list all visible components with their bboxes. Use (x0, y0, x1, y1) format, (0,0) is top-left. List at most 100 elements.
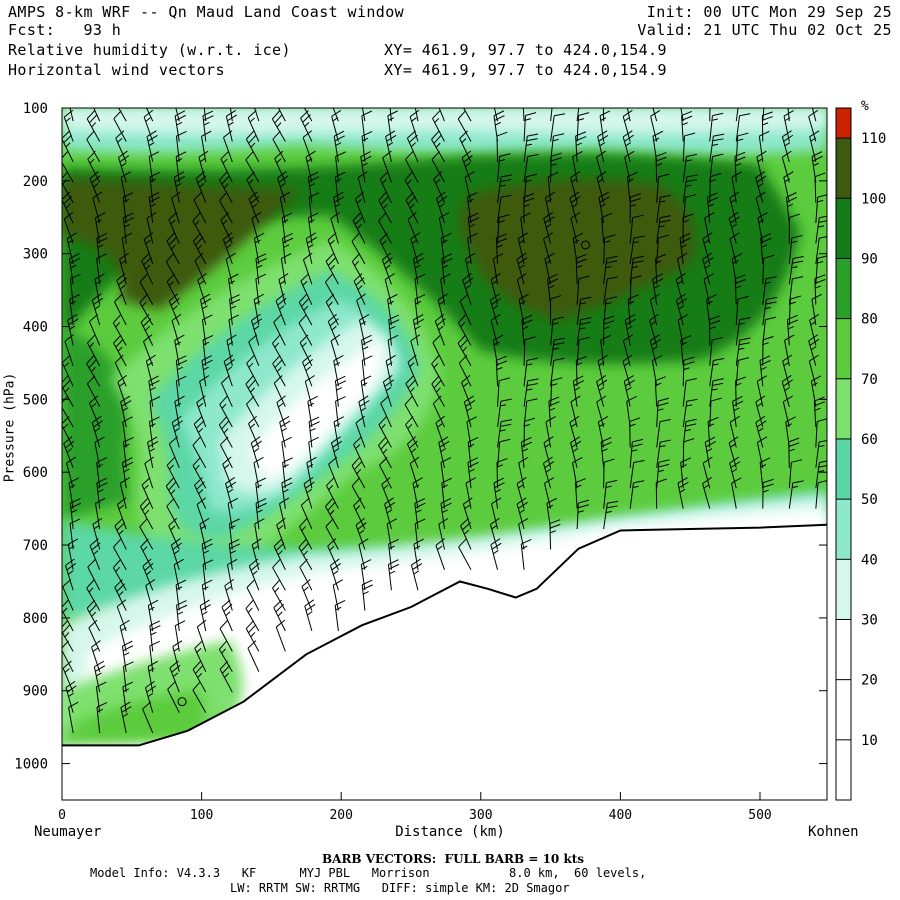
wind-barb (148, 151, 160, 183)
wind-barb (175, 600, 188, 632)
y-tick-label: 1000 (14, 757, 48, 773)
wind-barb (122, 212, 135, 244)
x-tick-label: 200 (329, 808, 352, 823)
colorbar-swatch (836, 559, 851, 620)
wind-barb (809, 130, 820, 163)
wind-barb (629, 480, 645, 509)
wind-barb (572, 151, 583, 183)
wind-barb (357, 171, 368, 203)
wind-barb (622, 354, 633, 387)
wind-barb (523, 336, 536, 366)
wind-barb (94, 497, 106, 530)
wind-barb (788, 213, 800, 244)
wind-barb (173, 171, 186, 203)
wind-barb (655, 152, 667, 183)
wind-barb (148, 375, 160, 407)
station-marker (177, 697, 187, 707)
wind-barb (94, 212, 106, 244)
wind-barb (597, 130, 609, 163)
wind-barb (351, 477, 366, 509)
wind-barb (140, 538, 154, 571)
wind-barb (94, 436, 105, 468)
wind-barb (762, 296, 778, 326)
wind-barb (462, 273, 474, 305)
wind-barb (576, 336, 590, 366)
wind-barb (492, 253, 504, 285)
wind-barb (112, 559, 127, 591)
wind-barb (729, 232, 740, 265)
wind-barb (199, 517, 210, 550)
wind-barb (198, 150, 209, 183)
wind-barb (199, 293, 212, 326)
wind-barb (706, 192, 719, 224)
field-label-wind: Horizontal wind vectors (8, 61, 225, 79)
colorbar-swatch (836, 438, 851, 500)
wind-barb (735, 337, 751, 366)
wind-barb (572, 375, 585, 407)
barb-note: BARB VECTORS: FULL BARB = 10 kts (322, 852, 585, 866)
wind-barb (758, 130, 770, 162)
wind-barb (69, 498, 82, 530)
wind-barb (220, 375, 233, 407)
wind-barb (298, 314, 313, 346)
wind-barb (682, 194, 697, 224)
wind-barb (219, 171, 233, 203)
x-tick-label: 400 (609, 808, 632, 823)
wind-barb (518, 456, 529, 489)
wind-barb (493, 477, 505, 509)
wind-barb (279, 415, 291, 448)
wind-barb (114, 293, 127, 326)
wind-barb (330, 436, 343, 468)
wind-barb (811, 108, 817, 122)
wind-barb (300, 273, 313, 305)
wind-barb (649, 334, 661, 366)
wind-barb (92, 517, 103, 550)
wind-barb (467, 436, 479, 468)
wind-barb (351, 457, 366, 489)
wind-barb (438, 436, 450, 468)
model-info-line-1: Model Info: V4.3.3 KF MYJ PBL Morrison 8… (90, 866, 647, 880)
colorbar-swatch (836, 499, 851, 560)
wind-barb (783, 171, 794, 203)
wind-barb (788, 480, 804, 509)
wind-barb (146, 212, 157, 244)
y-tick-label: 300 (23, 247, 48, 263)
wind-barb (149, 640, 160, 672)
wind-barb (600, 334, 611, 366)
wind-barb (497, 398, 512, 428)
wind-barb (147, 436, 159, 468)
y-tick-label: 200 (23, 174, 48, 190)
wind-barb (96, 702, 108, 734)
wind-barb (147, 599, 159, 632)
wind-barb (757, 212, 768, 244)
wind-barb (175, 151, 187, 183)
wind-barb (69, 518, 81, 550)
wind-barb (196, 619, 207, 652)
wind-barb (784, 334, 795, 366)
wind-barb (735, 132, 749, 162)
wind-barb (378, 436, 392, 469)
wind-barb (656, 173, 670, 203)
wind-barb (273, 538, 286, 571)
wind-barb (361, 355, 373, 387)
wind-barb (112, 538, 127, 571)
wind-barb (175, 108, 180, 122)
wind-barb (220, 150, 233, 183)
wind-barb (355, 415, 366, 448)
wind-barb (387, 334, 399, 366)
wind-barb (96, 457, 107, 489)
chart-title: AMPS 8-km WRF -- Qn Maud Land Coast wind… (8, 3, 405, 21)
wind-barb (762, 276, 777, 305)
wind-barb (140, 314, 154, 346)
wind-barb (199, 599, 211, 632)
wind-barb (432, 110, 445, 142)
wind-barb (247, 640, 260, 673)
wind-barb (735, 376, 747, 407)
wind-barb (173, 558, 184, 591)
wind-barb (702, 477, 712, 509)
wind-barb (815, 215, 827, 244)
colorbar-label: 70 (861, 372, 878, 388)
wind-barb (273, 599, 286, 632)
wind-barb (762, 335, 774, 366)
wind-barb (141, 252, 154, 285)
